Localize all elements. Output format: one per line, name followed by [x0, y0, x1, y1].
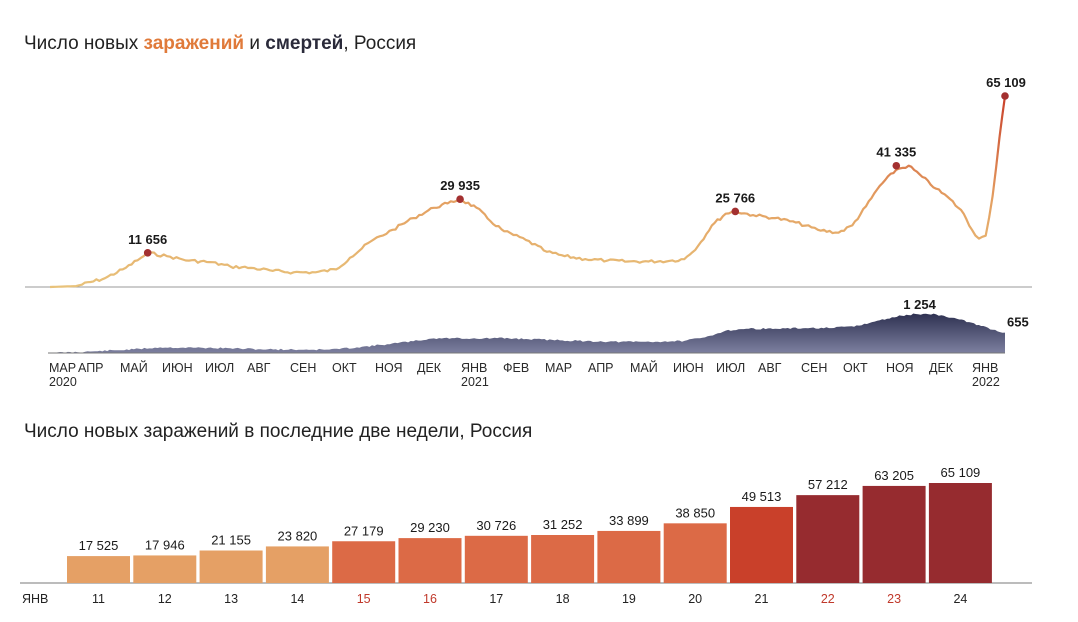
month-label: ОКТ — [332, 361, 357, 375]
month-label: МАР — [545, 361, 572, 375]
month-label: АВГ — [758, 361, 782, 375]
bar-category-label: 24 — [953, 592, 967, 606]
year-label: 2020 — [49, 375, 77, 389]
month-label: НОЯ — [886, 361, 914, 375]
month-label: МАР — [49, 361, 76, 375]
month-label: ДЕК — [929, 361, 954, 375]
bar — [67, 556, 130, 583]
bar-value-label: 33 899 — [609, 513, 649, 528]
bar-category-label: 15 — [357, 592, 371, 606]
year-label: 2022 — [972, 375, 1000, 389]
bar-category-label: 17 — [489, 592, 503, 606]
bar-category-label: 19 — [622, 592, 636, 606]
title-suffix: , Россия — [343, 33, 417, 54]
bar-value-label: 63 205 — [874, 468, 914, 483]
bar-value-label: 65 109 — [941, 465, 981, 480]
main-chart-title: Число новых заражений и смертей, Россия — [24, 33, 416, 55]
title-deaths-highlight: смертей — [265, 33, 344, 54]
month-label: ОКТ — [843, 361, 868, 375]
cases-peak-marker — [892, 161, 901, 170]
year-label: 2021 — [461, 375, 489, 389]
title-and: и — [244, 33, 266, 54]
cases-peak-label: 29 935 — [440, 178, 480, 193]
title-infections-highlight: заражений — [143, 33, 245, 54]
bar — [464, 535, 528, 583]
daily-chart-title: Число новых заражений в последние две не… — [24, 421, 533, 442]
bar-value-label: 30 726 — [476, 518, 516, 533]
bar-category-label: 11 — [92, 592, 105, 606]
month-label: МАЙ — [120, 360, 148, 375]
cases-peak-label: 11 656 — [128, 232, 167, 247]
month-label: АПР — [78, 361, 104, 375]
bar-category-label: 20 — [688, 592, 702, 606]
bar-value-label: 21 155 — [211, 533, 251, 548]
month-label: ИЮН — [673, 361, 704, 375]
deaths-label: 655 — [1007, 315, 1029, 330]
bar-value-label: 31 252 — [543, 517, 583, 532]
month-axis: МАР АПР МАЙ ИЮН ИЮЛ АВГ СЕН ОКТ НОЯ ДЕК ЯНВ ФЕВ МАР А… — [49, 360, 1000, 389]
bar — [332, 541, 396, 583]
cases-peak-marker — [143, 249, 152, 257]
cases-peak-label: 25 766 — [715, 190, 755, 205]
bar — [531, 535, 595, 583]
bar — [862, 485, 926, 583]
bar — [133, 555, 197, 583]
bar — [663, 523, 727, 583]
title-prefix: Число новых — [24, 33, 144, 54]
cases-peak-label: 65 109 — [986, 75, 1026, 90]
month-label: СЕН — [801, 361, 827, 375]
bar-value-label: 27 179 — [344, 523, 384, 538]
month-label: ИЮЛ — [716, 361, 745, 375]
bar — [730, 506, 793, 583]
month-label: АПР — [588, 361, 614, 375]
month-label: АВГ — [247, 361, 271, 375]
bar-category-label: 21 — [755, 592, 769, 606]
cases-peak-label: 41 335 — [876, 145, 916, 160]
bar-category-label: 13 — [224, 592, 238, 606]
month-label: НОЯ — [375, 361, 403, 375]
month-label: ЯНВ — [461, 361, 487, 375]
bar-value-label: 57 212 — [808, 477, 848, 492]
bar — [398, 538, 462, 583]
deaths-area — [50, 313, 1005, 353]
deaths-label: 1 254 — [903, 297, 936, 312]
bar — [928, 483, 992, 583]
bar-category-label: 14 — [290, 592, 304, 606]
bar-category-label: 23 — [887, 592, 901, 606]
month-label: ИЮН — [162, 361, 193, 375]
bar-value-label: 17 946 — [145, 537, 185, 552]
bar-value-label: 23 820 — [278, 528, 318, 543]
bar — [265, 546, 329, 583]
bar-value-label: 29 230 — [410, 520, 450, 535]
deaths-area-layer: 1 254 655 — [48, 297, 1029, 354]
month-label: ФЕВ — [503, 361, 529, 375]
bar — [199, 550, 263, 583]
month-label: ИЮЛ — [205, 361, 234, 375]
cases-line-layer: 11 656 29 935 25 766 41 335 65 109 — [25, 75, 1032, 289]
month-label: МАЙ — [630, 360, 658, 375]
cases-line — [49, 95, 1007, 289]
bar-value-label: 49 513 — [742, 489, 782, 504]
bar-category-label: 16 — [423, 592, 437, 606]
cases-peak-marker — [456, 195, 464, 203]
bars-layer: ЯНВ 17 525 11 17 946 12 21 155 13 23 820 14 27 17… — [20, 465, 1032, 606]
bar-category-label: 12 — [158, 592, 172, 606]
month-label: СЕН — [290, 361, 316, 375]
month-label: ДЕК — [417, 361, 442, 375]
cases-peak-marker — [1001, 92, 1009, 100]
bar-value-label: 17 525 — [79, 538, 119, 553]
month-label: ЯНВ — [972, 361, 998, 375]
bar-value-label: 38 850 — [675, 505, 715, 520]
bar-axis-month: ЯНВ — [22, 592, 48, 606]
cases-peak-marker — [731, 207, 740, 216]
bar — [597, 530, 661, 583]
bar — [796, 495, 860, 583]
bar-category-label: 18 — [556, 592, 570, 606]
bar-category-label: 22 — [821, 592, 835, 606]
